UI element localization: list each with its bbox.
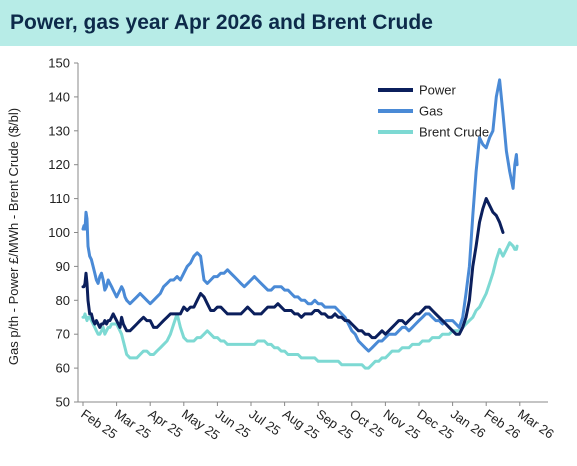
x-tick-label: Mar 25 bbox=[112, 406, 154, 441]
x-tick-label: May 25 bbox=[179, 406, 223, 443]
series-lines bbox=[81, 78, 519, 370]
x-tick-label: Dec 25 bbox=[414, 406, 456, 442]
y-tick-label: 110 bbox=[49, 191, 70, 206]
series-line-power bbox=[81, 197, 505, 340]
y-tick-label: 70 bbox=[56, 327, 70, 342]
series-line-brent-crude bbox=[81, 241, 519, 370]
y-tick-label: 120 bbox=[48, 157, 70, 172]
legend-label: Power bbox=[419, 83, 457, 98]
x-tick-label: Jul 25 bbox=[246, 406, 283, 438]
x-tick-label: Sep 25 bbox=[313, 406, 355, 442]
series-line-gas bbox=[81, 78, 519, 353]
x-tick-label: Apr 25 bbox=[145, 406, 185, 440]
legend-label: Gas bbox=[419, 104, 443, 119]
y-tick-label: 60 bbox=[56, 361, 70, 376]
y-tick-label: 80 bbox=[56, 293, 70, 308]
y-tick-label: 130 bbox=[48, 123, 70, 138]
x-tick-label: Mar 26 bbox=[515, 406, 557, 441]
title-bar: Power, gas year Apr 2026 and Brent Crude bbox=[0, 0, 577, 46]
x-tick-label: Feb 26 bbox=[481, 406, 523, 442]
x-tick-label: Aug 25 bbox=[280, 406, 322, 442]
x-tick-label: Jan 26 bbox=[448, 406, 489, 441]
y-axis-title: Gas p/th - Power £/MWh - Brent Crude ($/… bbox=[6, 108, 21, 365]
x-tick-label: Oct 25 bbox=[347, 406, 387, 440]
legend: Power Gas Brent Crude bbox=[378, 83, 489, 140]
y-tick-label: 150 bbox=[48, 56, 70, 71]
x-tick-label: Feb 25 bbox=[78, 406, 120, 442]
y-tick-label: 50 bbox=[56, 395, 70, 410]
y-tick-label: 140 bbox=[48, 89, 70, 104]
chart-title: Power, gas year Apr 2026 and Brent Crude bbox=[10, 11, 433, 34]
x-tick-label: Nov 25 bbox=[381, 406, 423, 442]
y-tick-label: 90 bbox=[56, 259, 70, 274]
legend-label: Brent Crude bbox=[419, 125, 489, 140]
y-tick-label: 100 bbox=[48, 225, 70, 240]
